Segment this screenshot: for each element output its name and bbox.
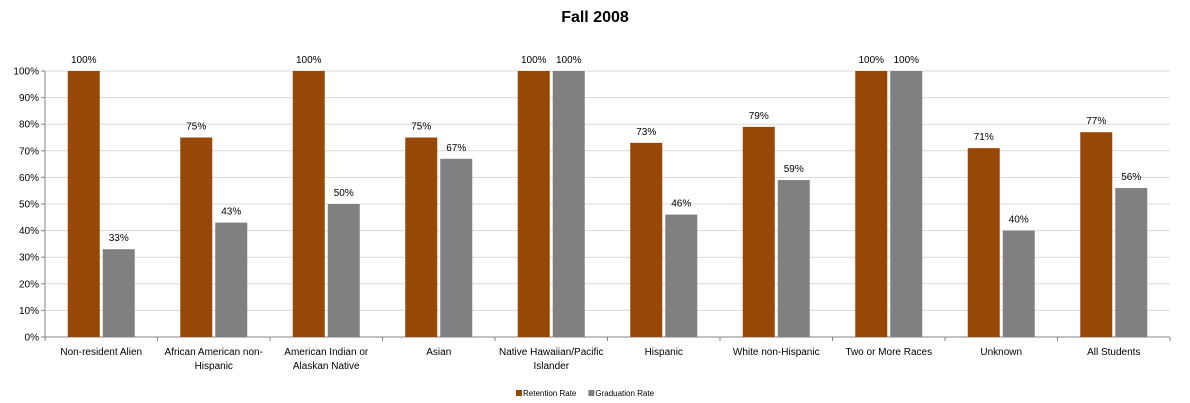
bar xyxy=(67,71,100,337)
data-label: 75% xyxy=(186,122,206,133)
bar xyxy=(440,158,473,337)
data-label: 40% xyxy=(1009,215,1029,226)
bars xyxy=(67,71,1148,337)
data-label: 100% xyxy=(296,55,322,66)
data-label: 46% xyxy=(671,199,691,210)
data-label: 100% xyxy=(556,55,582,66)
data-label: 67% xyxy=(446,143,466,154)
category-label: Alaskan Native xyxy=(293,361,360,372)
legend: Retention Rate Graduation Rate xyxy=(516,389,655,398)
data-label: 79% xyxy=(749,111,769,122)
y-axis-ticks: 0% 10% 20% 30% 40% 50% 60% 70% 80% 90% 100% xyxy=(13,67,39,344)
y-tick-label: 10% xyxy=(19,306,39,317)
y-tick-label: 60% xyxy=(19,173,39,184)
data-label: 43% xyxy=(221,207,241,218)
data-label: 77% xyxy=(1086,116,1106,127)
bar xyxy=(890,71,923,337)
y-tick-label: 30% xyxy=(19,253,39,264)
data-label: 100% xyxy=(893,55,919,66)
bar xyxy=(215,222,248,337)
category-label: Asian xyxy=(426,347,451,358)
legend-swatch xyxy=(588,390,595,396)
data-label: 73% xyxy=(636,127,656,138)
category-label: American Indian or xyxy=(284,347,369,358)
y-tick-label: 20% xyxy=(19,279,39,290)
category-label: Native Hawaiian/Pacific xyxy=(499,347,604,358)
legend-label: Graduation Rate xyxy=(595,389,654,398)
y-tick-label: 100% xyxy=(13,67,39,78)
data-labels: 100% 75% 100% 75% 100% 73% 79% 100% 71% 77% 33% 43%… xyxy=(71,55,1141,244)
category-label: African American non- xyxy=(165,347,263,358)
bar xyxy=(552,71,585,337)
bar xyxy=(1002,230,1035,337)
y-tick-label: 50% xyxy=(19,200,39,211)
data-label: 100% xyxy=(858,55,884,66)
legend-label: Retention Rate xyxy=(523,389,577,398)
bar xyxy=(777,180,810,337)
category-label: Hispanic xyxy=(645,347,683,358)
category-label: Hispanic xyxy=(195,361,233,372)
bar xyxy=(1080,132,1113,337)
y-tick-label: 90% xyxy=(19,93,39,104)
y-tick-label: 70% xyxy=(19,146,39,157)
data-label: 100% xyxy=(521,55,547,66)
y-tick-label: 0% xyxy=(25,333,40,344)
category-label: Islander xyxy=(533,361,569,372)
bar xyxy=(102,249,135,337)
y-tick-label: 80% xyxy=(19,120,39,131)
bar xyxy=(517,71,550,337)
bar xyxy=(855,71,888,337)
data-label: 100% xyxy=(71,55,97,66)
bar xyxy=(967,148,1000,337)
data-label: 75% xyxy=(411,122,431,133)
legend-swatch xyxy=(516,390,522,396)
category-label: Two or More Races xyxy=(845,347,932,358)
data-label: 71% xyxy=(974,132,994,143)
category-label: Non-resident Alien xyxy=(60,347,142,358)
bar xyxy=(630,142,663,337)
data-label: 56% xyxy=(1121,172,1141,183)
y-tick-label: 40% xyxy=(19,226,39,237)
category-label: All Students xyxy=(1087,347,1140,358)
category-label: White non-Hispanic xyxy=(733,347,820,358)
data-label: 33% xyxy=(109,233,129,244)
bar xyxy=(292,71,325,337)
bar xyxy=(180,137,213,337)
data-label: 50% xyxy=(334,188,354,199)
chart-title: Fall 2008 xyxy=(561,9,629,26)
data-label: 59% xyxy=(784,164,804,175)
bar xyxy=(405,137,438,337)
bar xyxy=(742,126,775,337)
category-label: Unknown xyxy=(980,347,1022,358)
bar xyxy=(665,214,698,337)
x-axis-categories: Non-resident Alien African American non- H… xyxy=(60,347,1140,372)
bar xyxy=(327,204,360,337)
bar xyxy=(1115,188,1148,337)
